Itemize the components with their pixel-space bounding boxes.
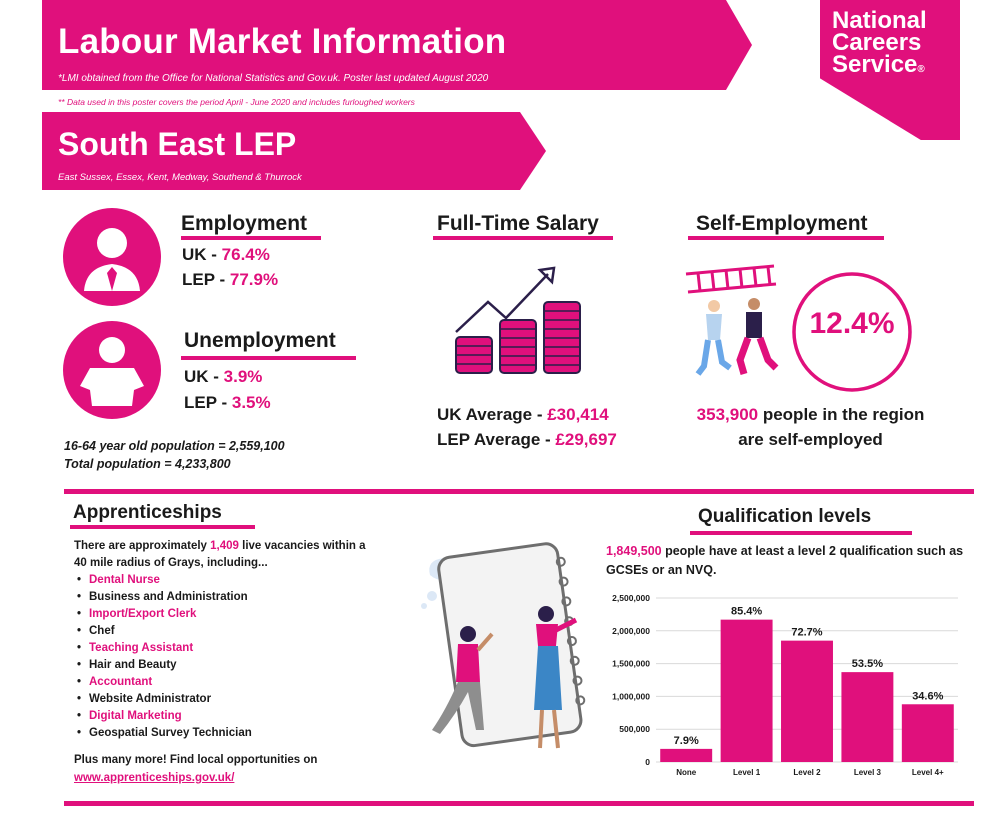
employment-heading: Employment [181,212,308,235]
apprenticeships-heading: Apprenticeships [73,502,222,523]
list-item: Dental Nurse [77,572,337,589]
header-banner: Labour Market Information *LMI obtained … [42,0,752,90]
qualifications-underline [690,531,912,535]
list-item: Chef [77,623,337,640]
logo-line-1: National [832,7,927,34]
data-label: 72.7% [791,627,822,639]
vacancy-count: 1,409 [210,540,239,552]
unemployed-person-icon [63,321,161,419]
bar-level-4- [901,704,954,762]
notebook-people-illustration [421,542,586,749]
list-item: Geospatial Survey Technician [77,725,337,742]
salary-lep-value: £29,697 [555,430,617,449]
unemployment-lep-label: LEP - [184,393,232,412]
bar-none [660,748,713,762]
bar-level-3 [841,672,894,762]
list-item: Import/Export Clerk [77,606,337,623]
section-divider-top [64,489,974,494]
apprenticeships-underline [70,525,255,529]
self-employed-count: 353,900 [696,405,759,424]
qualified-count: 1,849,500 [606,544,662,558]
unemployment-uk-value: 3.9% [223,367,263,386]
self-employment-percent: 12.4% [809,307,895,340]
list-item: Website Administrator [77,691,337,708]
apprenticeships-outro: Plus many more! Find local opportunities… [74,754,318,766]
y-tick-label: 0 [645,757,650,767]
unemployment-heading: Unemployment [184,329,336,352]
y-tick-label: 1,500,000 [612,659,650,669]
unemployment-underline [181,356,356,360]
logo-line-2: Careers [832,29,922,56]
national-careers-service-logo: National Careers Service® [820,0,960,140]
people-carrying-ladder-illustration [685,264,779,376]
salary-uk-label: UK Average - [437,405,548,424]
total-population: Total population = 4,233,800 [64,457,231,471]
data-label: 85.4% [731,606,762,618]
apprenticeships-link[interactable]: www.apprenticeships.gov.uk/ [74,772,235,784]
region-banner: South East LEP East Sussex, Essex, Kent,… [42,112,546,190]
apprenticeships-intro-line-2: 40 mile radius of Grays, including... [74,557,268,569]
self-employment-ring [792,272,912,392]
qualification-levels-chart: 0 500,000 1,000,000 1,500,000 2,000,000 2,500… [612,593,958,777]
apprenticeship-list: Dental Nurse Business and Administration… [77,572,337,742]
y-tick-label: 2,500,000 [612,593,650,603]
registered-mark: ® [917,64,925,75]
self-employed-text-2: are self-employed [738,430,883,449]
qualifications-text-1: people have at least a level 2 qualifica… [661,544,964,558]
salary-lep-label: LEP Average - [437,430,556,449]
list-item: Digital Marketing [77,708,337,725]
x-tick-label: Level 1 [733,768,761,777]
employment-lep-value: 77.9% [229,270,279,289]
coins-growth-icon [455,266,581,374]
employment-uk-label: UK - [182,245,222,264]
salary-underline [433,236,613,240]
employment-underline [181,236,321,240]
section-divider-bottom [64,801,974,806]
employment-uk-value: 76.4% [221,245,270,264]
x-tick-label: Level 3 [854,768,882,777]
page-title: Labour Market Information [58,22,507,61]
data-label: 53.5% [852,658,883,670]
salary-heading: Full-Time Salary [437,212,599,235]
x-tick-label: None [676,768,697,777]
self-employment-heading: Self-Employment [696,212,868,235]
unemployment-uk-label: UK - [184,367,224,386]
self-employment-underline [688,236,884,240]
region-title: South East LEP [58,126,297,162]
region-subtitle: East Sussex, Essex, Kent, Medway, Southe… [58,172,302,183]
unemployment-lep-value: 3.5% [231,393,271,412]
apprenticeships-intro-start: There are approximately [74,540,211,552]
bar-level-2 [781,640,833,762]
qualifications-heading: Qualification levels [698,506,872,527]
source-note: *LMI obtained from the Office for Nation… [58,73,489,84]
self-employed-text-1: people in the region [758,405,925,424]
data-label: 34.6% [912,690,943,702]
data-label: 7.9% [674,735,699,747]
employment-lep-label: LEP - [182,270,230,289]
data-period-note: ** Data used in this poster covers the p… [58,97,415,107]
employed-person-icon [63,208,161,306]
bar-level-1 [720,619,773,762]
y-tick-label: 500,000 [619,724,650,734]
x-tick-label: Level 4+ [912,768,944,777]
logo-line-3: Service [832,51,918,78]
list-item: Business and Administration [77,589,337,606]
list-item: Accountant [77,674,337,691]
working-age-population: 16-64 year old population = 2,559,100 [64,439,285,453]
qualifications-text-2: GCSEs or an NVQ. [606,563,717,577]
y-tick-label: 1,000,000 [612,691,650,701]
list-item: Hair and Beauty [77,657,337,674]
apprenticeships-intro-end: live vacancies within a [238,540,366,552]
salary-uk-value: £30,414 [547,405,609,424]
list-item: Teaching Assistant [77,640,337,657]
y-tick-label: 2,000,000 [612,626,650,636]
x-tick-label: Level 2 [793,768,821,777]
